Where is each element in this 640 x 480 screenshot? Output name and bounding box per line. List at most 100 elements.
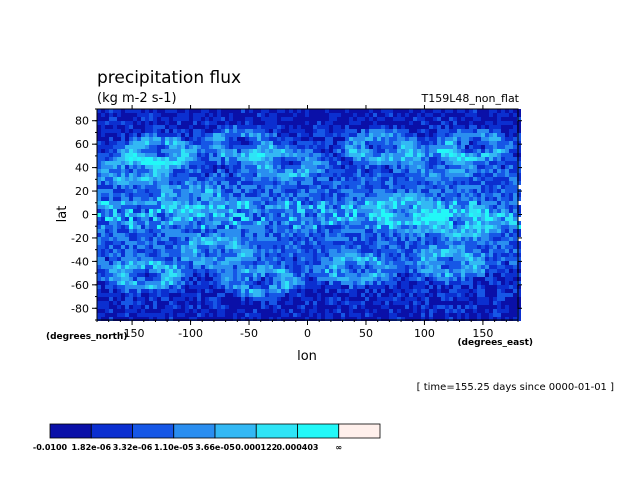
heatmap-cell bbox=[385, 125, 389, 129]
heatmap-cell bbox=[417, 177, 421, 181]
heatmap-cell bbox=[249, 261, 253, 265]
heatmap-cell bbox=[105, 241, 109, 245]
heatmap-cell bbox=[461, 129, 465, 133]
heatmap-cell bbox=[233, 237, 237, 241]
heatmap-cell bbox=[181, 185, 185, 189]
heatmap-cell bbox=[97, 141, 101, 145]
heatmap-cell bbox=[125, 273, 129, 277]
heatmap-cell bbox=[469, 225, 473, 229]
heatmap-cell bbox=[457, 277, 461, 281]
heatmap-cell bbox=[489, 257, 493, 261]
heatmap-cell bbox=[193, 317, 197, 321]
heatmap-cell bbox=[265, 117, 269, 121]
heatmap-cell bbox=[293, 109, 297, 113]
heatmap-cell bbox=[225, 145, 229, 149]
heatmap-cell bbox=[357, 301, 361, 305]
heatmap-cell bbox=[497, 297, 501, 301]
heatmap-cell bbox=[213, 149, 217, 153]
heatmap-cell bbox=[465, 125, 469, 129]
heatmap-cell bbox=[369, 165, 373, 169]
heatmap-cell bbox=[233, 145, 237, 149]
heatmap-cell bbox=[417, 301, 421, 305]
heatmap-cell bbox=[493, 129, 497, 133]
heatmap-cell bbox=[429, 289, 433, 293]
heatmap-cell bbox=[473, 205, 477, 209]
heatmap-cell bbox=[109, 153, 113, 157]
heatmap-cell bbox=[381, 177, 385, 181]
heatmap-cell bbox=[337, 157, 341, 161]
heatmap-cell bbox=[397, 165, 401, 169]
heatmap-cell bbox=[161, 145, 165, 149]
heatmap-cell bbox=[345, 121, 349, 125]
heatmap-cell bbox=[213, 249, 217, 253]
heatmap-cell bbox=[97, 217, 101, 221]
heatmap-cell bbox=[145, 161, 149, 165]
heatmap-cell bbox=[213, 281, 217, 285]
heatmap-cell bbox=[437, 293, 441, 297]
heatmap-cell bbox=[509, 181, 513, 185]
heatmap-cell bbox=[325, 213, 329, 217]
heatmap-cell bbox=[345, 285, 349, 289]
heatmap-cell bbox=[157, 261, 161, 265]
heatmap-cell bbox=[173, 113, 177, 117]
heatmap-cell bbox=[421, 109, 425, 113]
heatmap-cell bbox=[333, 297, 337, 301]
heatmap-cell bbox=[445, 129, 449, 133]
heatmap-cell bbox=[205, 185, 209, 189]
heatmap-cell bbox=[485, 141, 489, 145]
heatmap-cell bbox=[301, 237, 305, 241]
heatmap-cell bbox=[333, 121, 337, 125]
heatmap-cell bbox=[161, 121, 165, 125]
heatmap-cell bbox=[145, 305, 149, 309]
heatmap-cell bbox=[269, 181, 273, 185]
heatmap-cell bbox=[109, 309, 113, 313]
heatmap-cell bbox=[241, 125, 245, 129]
heatmap-cell bbox=[357, 249, 361, 253]
heatmap-cell bbox=[309, 213, 313, 217]
heatmap-cell bbox=[149, 245, 153, 249]
heatmap-cell bbox=[101, 225, 105, 229]
heatmap-cell bbox=[161, 297, 165, 301]
heatmap-cell bbox=[377, 121, 381, 125]
heatmap-cell bbox=[133, 141, 137, 145]
heatmap-cell bbox=[453, 113, 457, 117]
heatmap-cell bbox=[233, 277, 237, 281]
heatmap-cell bbox=[485, 173, 489, 177]
heatmap-cell bbox=[461, 253, 465, 257]
heatmap-cell bbox=[409, 117, 413, 121]
heatmap-cell bbox=[301, 293, 305, 297]
heatmap-cell bbox=[145, 229, 149, 233]
heatmap-cell bbox=[517, 229, 521, 233]
heatmap-cell bbox=[161, 193, 165, 197]
heatmap-cell bbox=[233, 109, 237, 113]
heatmap-cell bbox=[417, 313, 421, 317]
heatmap-cell bbox=[261, 317, 265, 321]
heatmap-cell bbox=[513, 277, 517, 281]
heatmap-cell bbox=[289, 121, 293, 125]
heatmap-cell bbox=[165, 261, 169, 265]
heatmap-cell bbox=[125, 117, 129, 121]
heatmap-cell bbox=[417, 117, 421, 121]
heatmap-cell bbox=[145, 233, 149, 237]
heatmap-cell bbox=[309, 137, 313, 141]
heatmap-cell bbox=[133, 301, 137, 305]
heatmap-cell bbox=[337, 113, 341, 117]
heatmap-cell bbox=[421, 137, 425, 141]
heatmap-cell bbox=[309, 265, 313, 269]
heatmap-cell bbox=[185, 145, 189, 149]
heatmap-cell bbox=[513, 317, 517, 321]
heatmap-cell bbox=[213, 137, 217, 141]
heatmap-cell bbox=[393, 145, 397, 149]
heatmap-cell bbox=[397, 125, 401, 129]
heatmap-cell bbox=[465, 249, 469, 253]
heatmap-cell bbox=[469, 257, 473, 261]
heatmap-cell bbox=[189, 109, 193, 113]
heatmap-cell bbox=[333, 137, 337, 141]
heatmap-cell bbox=[473, 181, 477, 185]
heatmap-cell bbox=[277, 133, 281, 137]
heatmap-cell bbox=[369, 221, 373, 225]
heatmap-cell bbox=[125, 277, 129, 281]
heatmap-cell bbox=[193, 165, 197, 169]
heatmap-cell bbox=[485, 113, 489, 117]
heatmap-cell bbox=[133, 145, 137, 149]
